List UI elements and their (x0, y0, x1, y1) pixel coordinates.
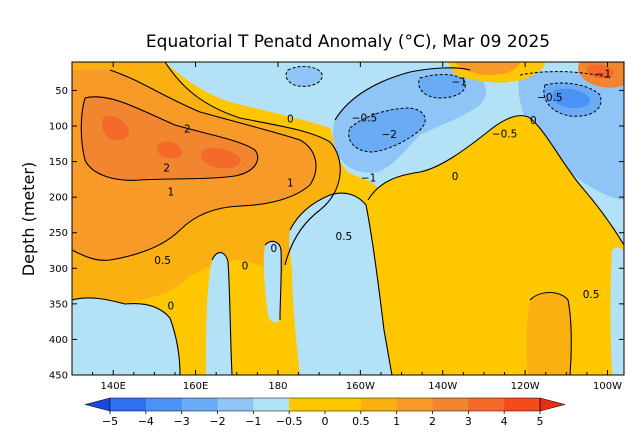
contour-label: 0 (530, 115, 537, 127)
fill-cold-3 (552, 88, 590, 108)
y-tick-label: 50 (55, 86, 68, 97)
contour-label: 0 (271, 243, 278, 255)
y-tick-label: 100 (49, 122, 68, 133)
fill-finger-a (206, 252, 232, 375)
colorbar-right-arrow (539, 397, 566, 412)
colorbar-swatch (145, 398, 183, 411)
contour-label: 0 (287, 113, 294, 125)
fill-finger-b (263, 241, 282, 323)
x-tick-label: 140E (100, 381, 125, 392)
colorbar-label: −0.5 (276, 415, 303, 428)
fill-west-3b (156, 141, 183, 159)
colorbar-swatch (217, 398, 254, 411)
contour-label: 0 (168, 300, 175, 312)
colorbar-label: 5 (537, 415, 544, 428)
fill-surface-warm-b (455, 62, 520, 75)
chart-title: Equatorial T Penatd Anomaly (°C), Mar 09… (146, 32, 550, 52)
colorbar-label: 0.5 (352, 415, 370, 428)
colorbar-label: 4 (501, 415, 508, 428)
colorbar: −5 −4 −3 −2 −1 −0.5 0 0.5 1 2 3 4 5 (84, 397, 566, 428)
x-axis-ticks: 140E 160E 180 160W 140W 120W 100W (92, 62, 622, 392)
y-tick-label: 450 (49, 371, 68, 382)
x-tick-label: 100W (593, 381, 622, 392)
colorbar-label: 2 (429, 415, 436, 428)
fill-west-deep-cold (72, 297, 180, 375)
y-tick-label: 200 (49, 193, 68, 204)
contour-label: 0.5 (583, 289, 600, 301)
colorbar-swatch (325, 398, 362, 411)
contour-label: 0 (452, 171, 459, 183)
colorbar-label: −5 (102, 415, 118, 428)
contour-label: −0.5 (352, 113, 378, 125)
contour-label: 0.5 (336, 231, 353, 243)
x-tick-label: 120W (511, 381, 540, 392)
contour-label: 1 (168, 187, 175, 199)
y-tick-label: 150 (49, 157, 68, 168)
colorbar-label: −1 (245, 415, 261, 428)
contour-label: −1 (596, 69, 611, 81)
contour-lines (72, 62, 624, 375)
colorbar-label: 1 (393, 415, 400, 428)
fill-east-cold-small (610, 247, 624, 375)
contour-label: −0.5 (492, 128, 518, 140)
fill-cold-1c (286, 66, 323, 87)
fill-surface-warm-d (586, 64, 614, 79)
fill-west-3c (200, 147, 241, 169)
contour-label: 2 (184, 123, 191, 135)
y-tick-label: 400 (49, 335, 68, 346)
contour-label: 0 (242, 261, 249, 273)
dashed-contours (285, 66, 611, 153)
x-tick-label: 140W (428, 381, 457, 392)
colorbar-label: −3 (174, 415, 190, 428)
colorbar-swatch (253, 398, 290, 411)
x-tick-label: 180 (268, 381, 287, 392)
fill-central-cold (289, 193, 392, 375)
y-axis-label: Depth (meter) (19, 162, 38, 276)
contour-label: 2 (163, 162, 170, 174)
contour-label: −1 (451, 76, 466, 88)
y-tick-label: 300 (49, 264, 68, 275)
contour-label: 0.5 (154, 255, 171, 267)
contour-label: 1 (287, 177, 294, 189)
colorbar-swatch (110, 398, 147, 411)
contour-label: −2 (381, 129, 396, 141)
fill-cold-2b (418, 74, 466, 98)
y-tick-label: 250 (49, 228, 68, 239)
colorbar-swatch (396, 398, 433, 411)
contour-label: −0.5 (537, 92, 563, 104)
colorbar-label: 0 (322, 415, 329, 428)
y-tick-label: 350 (49, 299, 68, 310)
colorbar-swatch (504, 398, 541, 411)
colorbar-label: 3 (465, 415, 472, 428)
colorbar-swatch (468, 398, 505, 411)
x-tick-label: 160W (346, 381, 375, 392)
fill-east-0-5 (526, 292, 572, 375)
colorbar-label: −2 (209, 415, 225, 428)
plot-frame (71, 61, 625, 376)
x-tick-label: 160E (183, 381, 208, 392)
fill-cold-2 (348, 108, 426, 152)
contour-label: −1 (361, 172, 376, 184)
colorbar-swatch (289, 398, 326, 411)
colorbar-swatch (360, 398, 398, 411)
colorbar-swatch (432, 398, 469, 411)
colorbar-left-arrow (84, 397, 111, 412)
colorbar-swatch (181, 398, 218, 411)
fill-west-3a (102, 115, 130, 141)
colorbar-label: −4 (138, 415, 154, 428)
